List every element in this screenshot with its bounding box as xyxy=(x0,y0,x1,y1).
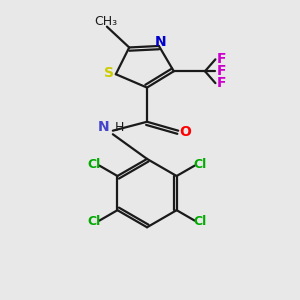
Text: S: S xyxy=(104,66,114,80)
Text: Cl: Cl xyxy=(87,158,101,171)
Text: H: H xyxy=(115,121,124,134)
Text: Cl: Cl xyxy=(87,215,101,228)
Text: Cl: Cl xyxy=(194,215,207,228)
Text: Cl: Cl xyxy=(194,158,207,171)
Text: N: N xyxy=(98,120,109,134)
Text: F: F xyxy=(217,52,226,66)
Text: F: F xyxy=(217,76,226,90)
Text: F: F xyxy=(217,64,226,78)
Text: O: O xyxy=(179,125,191,139)
Text: N: N xyxy=(154,34,166,49)
Text: CH₃: CH₃ xyxy=(94,15,117,28)
